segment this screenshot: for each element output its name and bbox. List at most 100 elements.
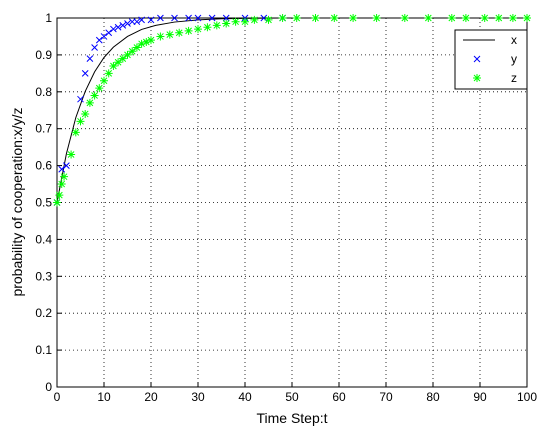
data-point — [349, 14, 358, 22]
data-point — [133, 18, 141, 26]
y-tick-label: 0.4 — [35, 232, 52, 246]
data-point — [480, 14, 489, 22]
data-point — [461, 14, 470, 22]
y-tick-label: 0.5 — [35, 196, 52, 210]
data-point — [81, 69, 89, 77]
y-tick-label: 0.9 — [35, 48, 52, 62]
data-point — [194, 25, 202, 34]
data-point — [203, 23, 212, 32]
data-point — [132, 43, 141, 52]
data-point — [184, 26, 193, 35]
legend-label: z — [511, 71, 517, 85]
data-point — [241, 17, 249, 26]
data-point — [114, 58, 123, 67]
data-point — [142, 37, 151, 46]
data-point — [447, 14, 456, 22]
data-point — [60, 172, 69, 181]
data-point — [156, 32, 165, 41]
x-tick-label: 20 — [144, 390, 158, 404]
data-point — [91, 44, 98, 51]
x-tick-label: 0 — [54, 390, 61, 404]
x-tick-label: 10 — [97, 390, 111, 404]
data-point — [508, 14, 517, 22]
data-point — [105, 29, 113, 37]
data-point — [157, 14, 164, 22]
data-point — [311, 14, 320, 22]
y-tick-label: 0.6 — [35, 159, 52, 173]
data-point — [109, 61, 118, 70]
data-point — [250, 15, 259, 24]
data-point — [185, 14, 192, 22]
data-point — [138, 16, 145, 24]
data-point — [53, 198, 61, 207]
data-point — [58, 165, 66, 173]
data-point — [95, 36, 103, 44]
data-point — [147, 16, 155, 24]
data-point — [212, 21, 221, 30]
data-point — [372, 14, 381, 22]
data-point — [90, 91, 99, 100]
data-point — [85, 98, 94, 107]
data-point — [123, 50, 132, 59]
legend-label: x — [511, 33, 517, 47]
data-point — [171, 14, 178, 22]
x-tick-label: 80 — [426, 390, 440, 404]
y-tick-label: 0.8 — [35, 85, 52, 99]
y-tick-label: 0.7 — [35, 122, 52, 136]
data-point — [57, 180, 66, 189]
data-point — [231, 17, 240, 26]
data-point — [114, 23, 122, 31]
data-point — [100, 33, 108, 40]
data-point — [330, 14, 339, 22]
legend-marker — [473, 74, 481, 82]
y-axis-label: probability of cooperation:x/y/z — [9, 107, 25, 296]
data-point — [77, 95, 84, 103]
x-axis-label: Time Step:t — [256, 410, 327, 426]
legend-label: y — [511, 52, 517, 66]
data-point — [147, 36, 155, 45]
x-tick-label: 100 — [517, 390, 537, 404]
data-point — [67, 150, 76, 159]
data-point — [110, 25, 117, 33]
data-point — [71, 128, 80, 137]
data-point — [222, 19, 231, 28]
data-point — [86, 55, 94, 62]
y-tick-label: 0.3 — [35, 269, 52, 283]
data-point — [124, 20, 131, 27]
data-point — [55, 191, 64, 200]
data-point — [76, 117, 85, 126]
legend-marker — [473, 55, 481, 63]
x-tick-label: 70 — [379, 390, 393, 404]
data-point — [119, 22, 127, 29]
x-tick-label: 40 — [238, 390, 252, 404]
data-point — [137, 39, 146, 48]
data-point — [194, 14, 202, 22]
data-point — [278, 14, 287, 22]
data-point — [222, 14, 230, 22]
x-tick-label: 50 — [285, 390, 299, 404]
data-point — [165, 30, 174, 39]
data-point — [95, 84, 104, 93]
data-point — [175, 28, 184, 37]
y-tick-label: 1 — [45, 11, 52, 25]
data-point — [264, 15, 273, 24]
y-tick-label: 0.1 — [35, 343, 52, 357]
x-tick-label: 90 — [473, 390, 487, 404]
data-point — [523, 14, 531, 22]
data-point — [128, 47, 137, 56]
data-point — [81, 109, 90, 118]
data-point — [100, 76, 108, 85]
x-tick-label: 30 — [191, 390, 205, 404]
data-point — [118, 54, 127, 63]
data-point — [104, 69, 113, 78]
data-point — [292, 14, 301, 22]
y-tick-label: 0.2 — [35, 306, 52, 320]
data-point — [208, 14, 216, 22]
data-point — [400, 14, 409, 22]
x-tick-label: 60 — [332, 390, 346, 404]
y-tick-label: 0 — [45, 380, 52, 394]
data-point — [494, 14, 503, 22]
data-point — [63, 162, 70, 169]
